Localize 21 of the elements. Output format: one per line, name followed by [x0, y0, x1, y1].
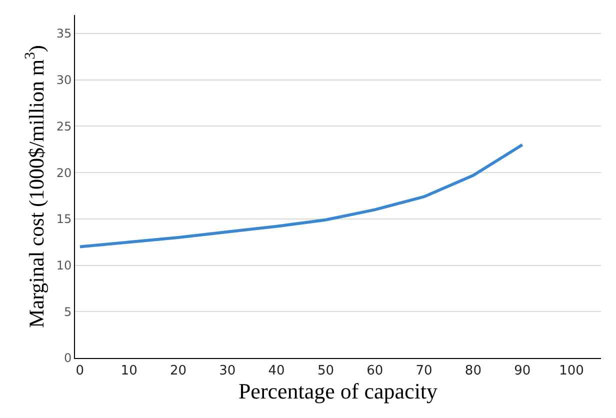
- x-tick-label: 90: [514, 364, 531, 379]
- x-tick-label: 60: [366, 364, 384, 379]
- y-tick-label: 15: [56, 212, 72, 226]
- x-tick-label: 30: [219, 364, 236, 379]
- y-tick-label: 20: [56, 166, 72, 180]
- x-tick-label: 40: [268, 364, 285, 379]
- y-tick-label: 35: [56, 26, 72, 41]
- y-tick-label: 5: [64, 304, 72, 319]
- x-tick-label: 0: [76, 364, 84, 379]
- x-tick-label: 20: [170, 364, 187, 379]
- x-tick-label: 10: [120, 364, 138, 379]
- x-tick-label: 80: [464, 364, 482, 379]
- line-series: [78, 143, 524, 248]
- y-tick-label: 30: [56, 73, 72, 88]
- x-tick-label: 100: [559, 364, 584, 379]
- x-tick-label: 70: [416, 364, 432, 379]
- x-axis-title: Percentage of capacity: [238, 378, 438, 404]
- y-tick-label: 25: [56, 119, 72, 134]
- x-tick-label: 50: [317, 364, 334, 379]
- y-tick-label: 0: [64, 351, 72, 366]
- y-tick-label: 10: [56, 258, 72, 272]
